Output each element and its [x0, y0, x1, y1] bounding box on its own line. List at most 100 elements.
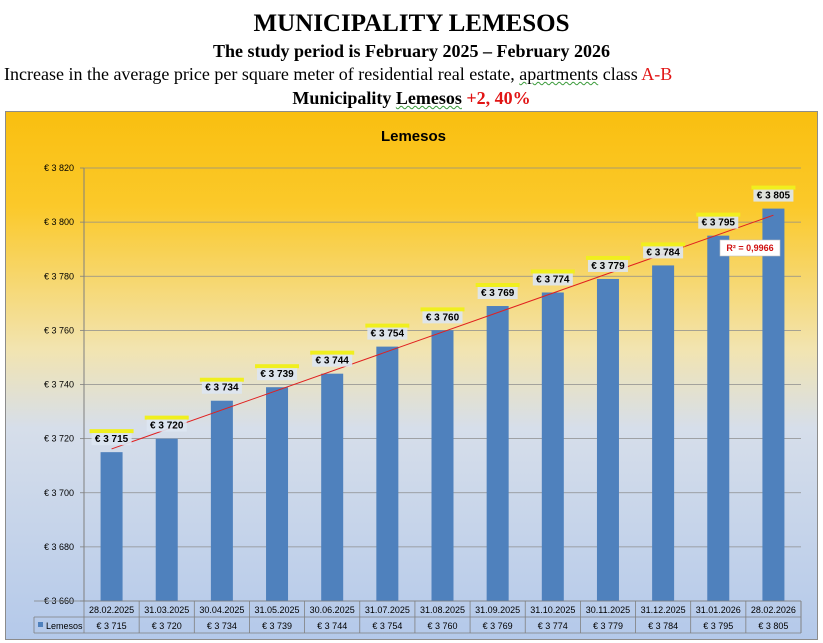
table-value: € 3 744 [317, 621, 347, 631]
table-value: € 3 779 [593, 621, 623, 631]
bar [486, 306, 509, 601]
data-label-box [753, 189, 794, 202]
data-label: € 3 795 [702, 218, 736, 229]
data-label-box [643, 246, 684, 259]
data-label-box [146, 419, 187, 432]
data-label-highlight [89, 429, 134, 434]
chart-title: Lemesos [381, 128, 446, 145]
data-label-box [91, 433, 132, 446]
y-tick-label: € 3 700 [44, 488, 74, 498]
table-value: € 3 795 [703, 621, 733, 631]
data-label: € 3 720 [150, 421, 184, 432]
bar [155, 438, 178, 601]
data-label: € 3 739 [260, 369, 294, 380]
data-label-highlight [255, 364, 300, 369]
data-label-highlight [585, 255, 630, 260]
page-title: MUNICIPALITY LEMESOS [253, 10, 570, 37]
bar [707, 235, 730, 601]
data-label-box [312, 354, 353, 367]
x-category-label: 31.01.2026 [696, 605, 741, 615]
municipality-change: Municipality Lemesos +2, 40% [0, 88, 823, 109]
data-label: € 3 760 [426, 312, 460, 323]
r-squared-label: R² = 0,9966 [726, 243, 773, 253]
data-label-highlight [475, 283, 520, 288]
y-tick-label: € 3 740 [44, 380, 74, 390]
data-label-box [201, 381, 242, 394]
bar [266, 387, 289, 601]
study-period: The study period is February 2025 – Febr… [212, 41, 610, 61]
data-label-highlight [310, 350, 355, 355]
x-category-label: 30.04.2025 [199, 605, 244, 615]
data-label-box [477, 287, 518, 300]
data-label-highlight [365, 323, 410, 328]
data-label-highlight [751, 185, 796, 190]
data-label: € 3 774 [536, 274, 570, 285]
bar [541, 292, 564, 601]
data-label-box [532, 273, 573, 286]
legend-key [38, 622, 43, 627]
data-label: € 3 715 [95, 434, 129, 445]
table-value: € 3 760 [427, 621, 457, 631]
x-category-label: 31.07.2025 [365, 605, 410, 615]
bar [100, 452, 123, 601]
table-value: € 3 784 [648, 621, 678, 631]
data-label-highlight [530, 269, 575, 274]
data-label: € 3 744 [316, 356, 350, 367]
data-label-highlight [696, 212, 741, 217]
y-tick-label: € 3 680 [44, 542, 74, 552]
x-category-label: 31.03.2025 [144, 605, 189, 615]
data-label: € 3 784 [646, 247, 680, 258]
y-tick-label: € 3 780 [44, 271, 74, 281]
data-label: € 3 754 [371, 329, 405, 340]
municipality-name: Lemesos [395, 88, 462, 108]
bar [376, 346, 399, 601]
table-value: € 3 754 [372, 621, 402, 631]
data-label-box [367, 327, 408, 340]
r-squared-box [719, 239, 781, 257]
x-category-label: 31.08.2025 [420, 605, 465, 615]
description-text: Increase in the average price per square… [4, 64, 520, 84]
y-tick-label: € 3 760 [44, 325, 74, 335]
bar [596, 278, 619, 601]
legend-label: Lemesos [46, 621, 83, 631]
data-label-highlight [420, 307, 465, 312]
bar [210, 400, 233, 601]
x-category-label: 31.09.2025 [475, 605, 520, 615]
y-tick-label: € 3 820 [44, 163, 74, 173]
table-value: € 3 769 [483, 621, 513, 631]
description-apartments: apartments [519, 64, 599, 84]
y-tick-label: € 3 720 [44, 434, 74, 444]
x-category-label: 31.12.2025 [641, 605, 686, 615]
x-category-label: 30.11.2025 [586, 605, 630, 615]
data-label-box [257, 368, 298, 381]
x-category-label: 31.05.2025 [255, 605, 300, 615]
data-label-box [587, 259, 628, 272]
data-label: € 3 779 [591, 261, 625, 272]
data-label: € 3 769 [481, 288, 515, 299]
bar-chart: Lemesos€ 3 660€ 3 680€ 3 700€ 3 720€ 3 7… [6, 112, 817, 639]
municipality-label: Municipality [292, 88, 396, 108]
municipality-change-value: +2, 40% [466, 88, 531, 108]
data-label-highlight [144, 415, 189, 420]
y-tick-label: € 3 800 [44, 217, 74, 227]
x-category-label: 28.02.2025 [89, 605, 134, 615]
x-category-label: 28.02.2026 [751, 605, 796, 615]
x-category-label: 31.10.2025 [530, 605, 575, 615]
bar [431, 330, 454, 601]
table-value: € 3 739 [262, 621, 292, 631]
data-label-box [698, 216, 739, 229]
chart-area: Lemesos € 3 660 € 3 680 € 3 700 € 3 720 € 3 7… [5, 111, 818, 640]
bar [321, 373, 344, 601]
table-value: € 3 774 [538, 621, 568, 631]
chart-background [6, 112, 817, 639]
data-label-highlight [641, 242, 686, 247]
table-value: € 3 720 [152, 621, 182, 631]
description-class: class [598, 64, 642, 84]
x-category-label: 30.06.2025 [310, 605, 355, 615]
table-value: € 3 715 [97, 621, 127, 631]
bar [652, 265, 675, 601]
data-label: € 3 734 [205, 383, 239, 394]
data-label: € 3 805 [757, 191, 791, 202]
table-value: € 3 805 [758, 621, 788, 631]
data-label-box [422, 311, 463, 324]
